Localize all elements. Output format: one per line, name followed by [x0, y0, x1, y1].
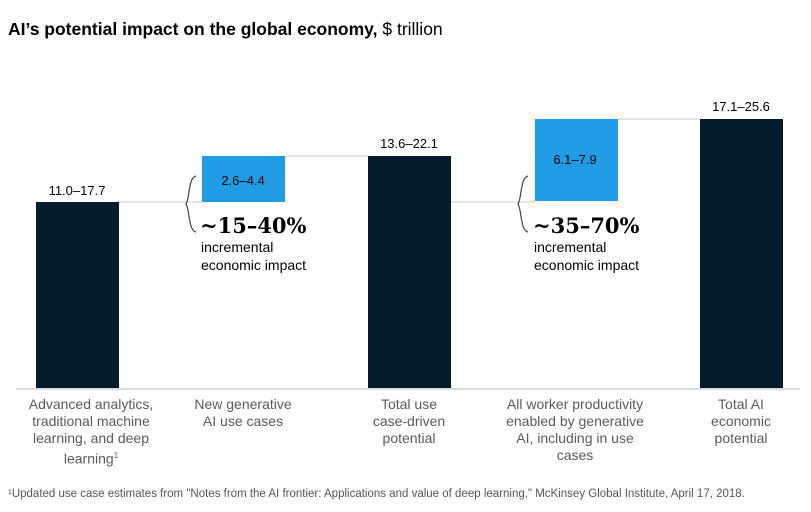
bar-4 [700, 119, 783, 388]
category-4-line-2: economic [711, 413, 771, 429]
value-label-4: 17.1–25.6 [712, 99, 770, 114]
category-label-3: All worker productivity enabled by gener… [500, 396, 650, 464]
value-label-0: 11.0–17.7 [48, 183, 106, 198]
category-0-line-1: Advanced analytics, [28, 396, 154, 412]
category-4-line-3: potential [714, 430, 768, 446]
bar-1 [202, 156, 285, 202]
category-0-line-4: learning1 [16, 447, 166, 468]
annotation-small-1: incremental economic impact [534, 238, 639, 274]
value-label-3: 6.1–7.9 [553, 152, 597, 167]
category-2-line-2: case-driven [372, 413, 446, 429]
category-3-line-3: AI, including in use [516, 430, 634, 446]
annotation-big-1: ~35–70% [533, 213, 640, 238]
category-3-line-2: enabled by generative [506, 413, 644, 429]
category-4-line-1: Total AI [718, 396, 764, 412]
annotation-1-line-2: economic impact [534, 257, 640, 273]
value-label-1: 2.6–4.4 [221, 173, 265, 188]
chart-title-main: AI’s potential impact on the global econ… [8, 19, 378, 39]
bar-2 [368, 156, 451, 388]
brace-1 [517, 175, 529, 233]
category-2-line-1: Total use [380, 396, 438, 412]
category-label-4: Total AI economic potential [666, 396, 811, 447]
footnote: ¹Updated use case estimates from "Notes … [8, 488, 745, 500]
category-1-line-2: AI use cases [202, 413, 284, 429]
annotation-big-0: ~15–40% [200, 213, 307, 238]
annotation-small-0: incremental economic impact [201, 238, 306, 274]
category-label-0: Advanced analytics, traditional machine … [16, 396, 166, 468]
category-2-line-3: potential [382, 430, 436, 446]
bar-0 [36, 202, 119, 388]
annotation-0-line-2: economic impact [201, 257, 307, 273]
category-label-2: Total use case-driven potential [334, 396, 484, 447]
category-3-line-4: cases [556, 447, 594, 463]
annotation-0-line-1: incremental [201, 239, 274, 255]
annotation-1-line-1: incremental [534, 239, 607, 255]
bar-3 [535, 119, 618, 201]
category-0-line-3: learning, and deep [33, 430, 149, 446]
category-label-1: New generative AI use cases [168, 396, 318, 430]
category-3-line-1: All worker productivity [506, 396, 644, 412]
chart-title: AI’s potential impact on the global econ… [8, 19, 443, 40]
footnote-mark: 1 [113, 451, 119, 460]
chart-title-unit: $ trillion [382, 19, 443, 39]
category-1-line-1: New generative [194, 396, 292, 412]
value-label-2: 13.6–22.1 [380, 136, 438, 151]
category-0-line-2: traditional machine [32, 413, 150, 429]
brace-0 [185, 175, 197, 233]
category-0-line-4-text: learning [63, 450, 114, 467]
